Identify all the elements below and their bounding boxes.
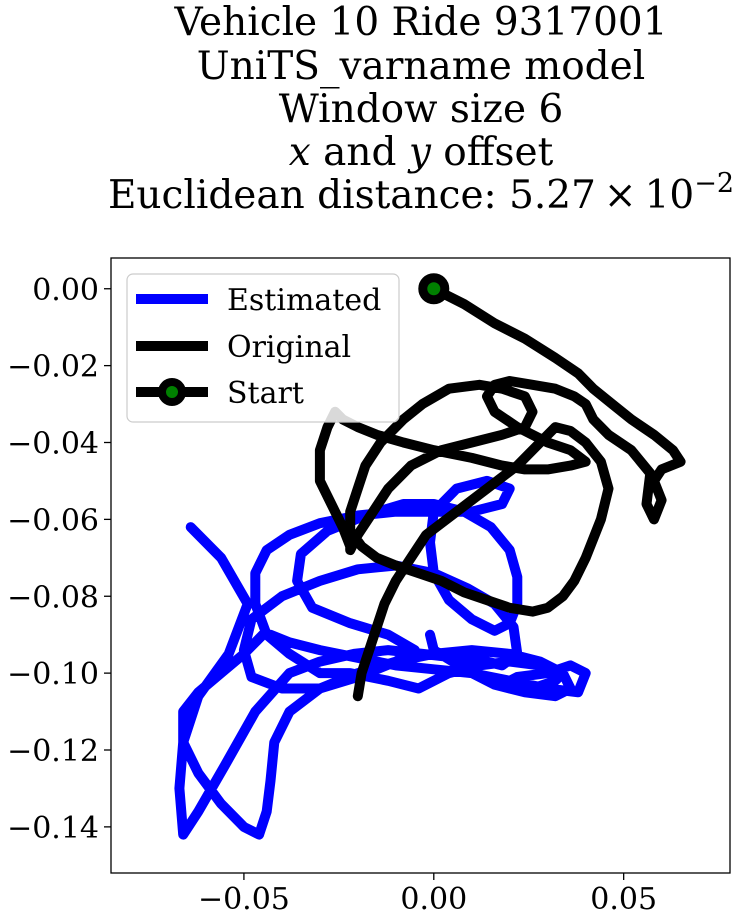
title-base: 10	[645, 173, 695, 218]
plot-area	[174, 273, 686, 840]
y-tick-label: −0.06	[7, 503, 99, 538]
title-exponent: −2	[694, 168, 734, 199]
y-tick-label: −0.08	[7, 580, 99, 615]
y-axis: 0.00 −0.02 −0.04 −0.06 −0.08 −0.10 −0.12 −0.14	[7, 273, 111, 846]
x-tick-label: −0.05	[198, 882, 290, 917]
title-var-y: y	[407, 130, 432, 175]
title-line-2: UniTS_varname model	[197, 44, 645, 89]
legend-swatch-start-marker	[158, 378, 186, 406]
x-tick-label: 0.00	[400, 882, 467, 917]
y-tick-label: −0.02	[7, 350, 99, 385]
title-times: ×	[604, 173, 637, 218]
y-tick-label: −0.10	[7, 657, 99, 692]
y-tick-label: −0.14	[7, 811, 99, 846]
legend-label-estimated: Estimated	[227, 283, 381, 318]
x-axis: −0.05 0.00 0.05	[198, 873, 657, 917]
y-tick-label: −0.04	[7, 427, 99, 462]
y-tick-label: 0.00	[32, 273, 99, 308]
start-marker	[418, 273, 450, 305]
legend-label-original: Original	[227, 330, 351, 365]
x-tick-label: 0.05	[590, 882, 657, 917]
title-line-5: Euclidean distance: 5.27 × 10−2	[108, 168, 734, 218]
legend-label-start: Start	[227, 376, 304, 411]
legend-frame	[126, 273, 400, 423]
title-line-1: Vehicle 10 Ride 9317001	[173, 0, 667, 45]
chart-title: Vehicle 10 Ride 9317001 UniTS_varname mo…	[108, 0, 734, 218]
legend: Estimated Original Start	[126, 273, 400, 423]
axes-frame	[110, 257, 731, 874]
series-line-original	[314, 283, 686, 702]
title-var-x: x	[289, 130, 311, 175]
title-offset: offset	[431, 130, 554, 175]
title-line-3: Window size 6	[279, 87, 564, 132]
y-tick-label: −0.12	[7, 734, 99, 769]
title-distance-prefix: Euclidean distance: 5.27	[108, 173, 596, 218]
title-line-4: x and y offset	[289, 130, 554, 175]
title-and: and	[311, 130, 409, 175]
